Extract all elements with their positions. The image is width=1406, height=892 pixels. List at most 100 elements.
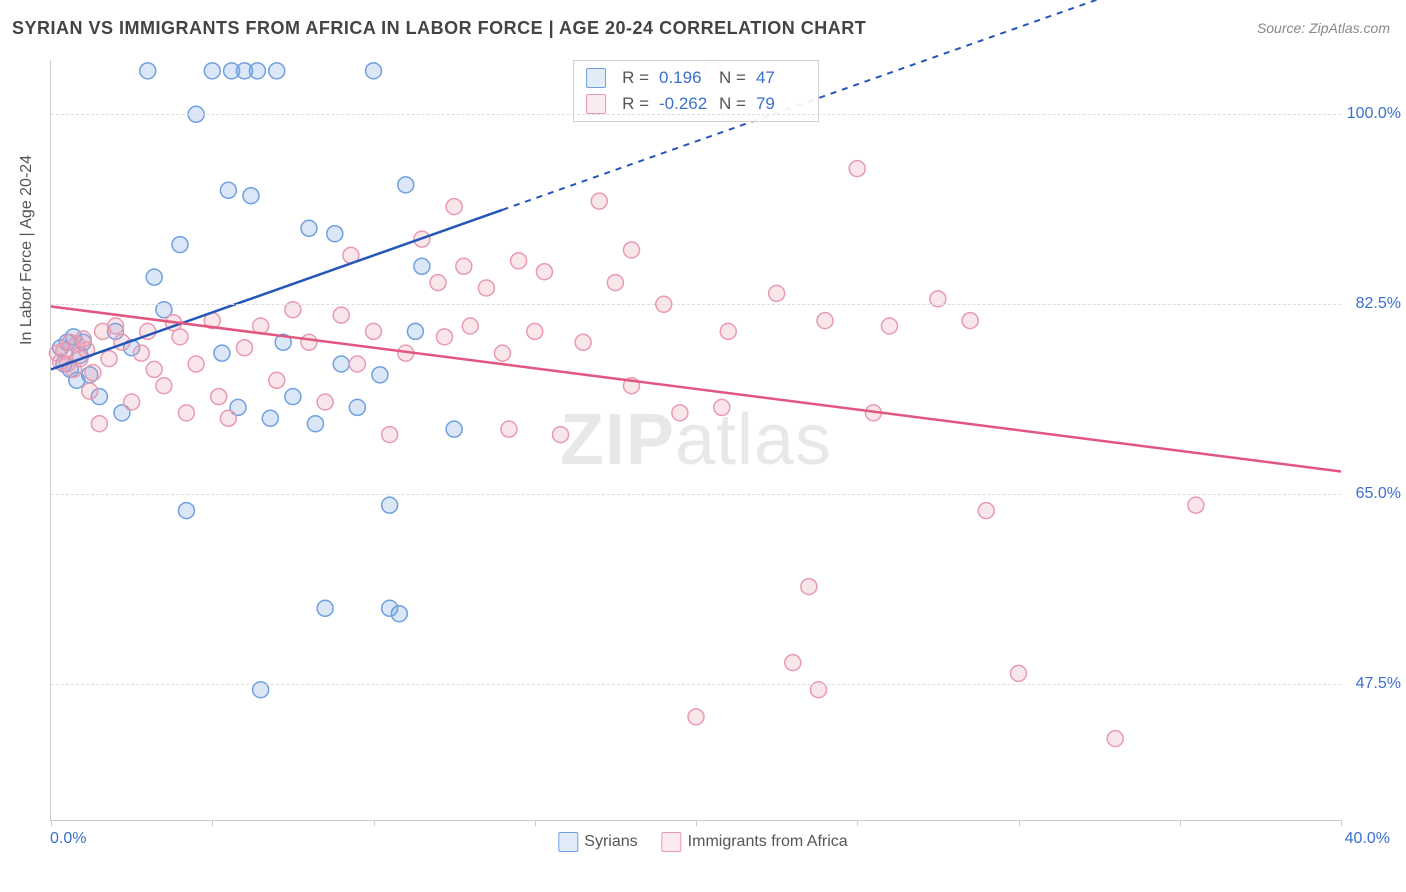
gridline [51,304,1341,305]
legend-item: Syrians [558,832,637,852]
scatter-point [178,503,194,519]
scatter-point [172,237,188,253]
chart-svg [51,60,1341,820]
scatter-point [511,253,527,269]
stat-R-label: R = [622,65,649,91]
scatter-point [849,161,865,177]
scatter-point [211,389,227,405]
stat-R-value: 0.196 [659,65,709,91]
chart-title: SYRIAN VS IMMIGRANTS FROM AFRICA IN LABO… [12,18,866,39]
scatter-point [178,405,194,421]
scatter-point [553,427,569,443]
scatter-point [414,258,430,274]
scatter-point [688,709,704,725]
scatter-point [1107,731,1123,747]
stat-N-value: 47 [756,65,806,91]
x-tick [535,820,536,826]
x-tick [212,820,213,826]
scatter-point [430,275,446,291]
x-max-label: 40.0% [1345,830,1390,848]
scatter-point [307,416,323,432]
stat-row: R =-0.262N =79 [586,91,806,117]
scatter-point [146,361,162,377]
scatter-point [382,497,398,513]
x-tick [1341,820,1342,826]
scatter-point [978,503,994,519]
x-tick [374,820,375,826]
scatter-point [624,242,640,258]
scatter-point [237,340,253,356]
scatter-point [446,421,462,437]
scatter-point [269,372,285,388]
legend-swatch [662,832,682,852]
source-label: Source: ZipAtlas.com [1257,20,1390,36]
gridline [51,494,1341,495]
scatter-point [882,318,898,334]
scatter-point [317,394,333,410]
x-tick [696,820,697,826]
chart-container: SYRIAN VS IMMIGRANTS FROM AFRICA IN LABO… [0,0,1406,892]
scatter-point [243,188,259,204]
scatter-point [720,323,736,339]
scatter-point [85,365,101,381]
scatter-point [501,421,517,437]
scatter-point [124,394,140,410]
scatter-point [382,600,398,616]
x-tick [1019,820,1020,826]
scatter-point [327,226,343,242]
scatter-point [101,351,117,367]
scatter-point [672,405,688,421]
scatter-point [82,383,98,399]
scatter-point [478,280,494,296]
scatter-point [204,63,220,79]
scatter-point [140,63,156,79]
scatter-point [607,275,623,291]
scatter-point [436,329,452,345]
legend-swatch [558,832,578,852]
scatter-point [91,416,107,432]
y-tick-label: 82.5% [1356,295,1401,313]
stat-box: R = 0.196 N = 47R = -0.262 N = 79 [573,60,819,122]
scatter-point [333,307,349,323]
stat-swatch [586,68,606,88]
scatter-point [446,199,462,215]
scatter-point [214,345,230,361]
scatter-point [366,63,382,79]
scatter-point [817,313,833,329]
scatter-point [398,177,414,193]
gridline [51,114,1341,115]
scatter-point [456,258,472,274]
scatter-point [220,410,236,426]
scatter-point [1011,665,1027,681]
scatter-point [366,323,382,339]
stat-row: R = 0.196 N = 47 [586,65,806,91]
x-min-label: 0.0% [50,830,86,848]
plot-area: ZIPatlas R =0.196N =47R =-0.262N =79 47.… [50,60,1341,821]
scatter-point [349,399,365,415]
scatter-point [95,323,111,339]
scatter-point [714,399,730,415]
scatter-point [382,427,398,443]
y-tick-label: 47.5% [1356,675,1401,693]
scatter-point [133,345,149,361]
scatter-point [785,655,801,671]
scatter-point [575,334,591,350]
scatter-point [146,269,162,285]
scatter-point [285,389,301,405]
scatter-point [301,334,317,350]
legend-label: Immigrants from Africa [688,833,848,850]
scatter-point [372,367,388,383]
scatter-point [269,63,285,79]
stat-R-value: -0.262 [659,91,709,117]
scatter-point [156,378,172,394]
stat-N-label: N = [719,65,746,91]
legend-item: Immigrants from Africa [662,832,848,852]
scatter-point [962,313,978,329]
stat-N-value: 79 [756,91,806,117]
stat-N-label: N = [719,91,746,117]
scatter-point [317,600,333,616]
scatter-point [536,264,552,280]
scatter-point [801,579,817,595]
scatter-point [527,323,543,339]
y-axis-label: In Labor Force | Age 20-24 [18,155,36,345]
